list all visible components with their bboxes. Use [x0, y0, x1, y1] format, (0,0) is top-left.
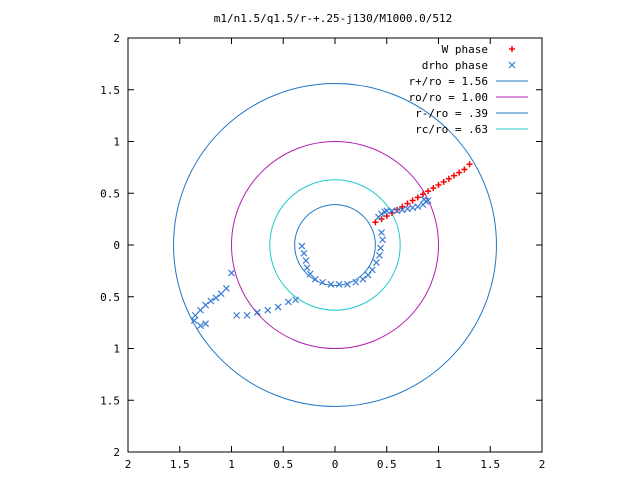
- x-tick-label: 1: [228, 458, 235, 471]
- cross-mark: [253, 308, 261, 316]
- circle-series: [173, 83, 497, 407]
- cross-mark: [303, 264, 311, 272]
- cross-mark: [359, 275, 367, 283]
- cross-mark: [285, 298, 292, 306]
- cross-mark: [414, 203, 422, 211]
- cross-mark: [420, 196, 428, 203]
- cross-mark: [217, 290, 225, 298]
- cross-mark: [190, 317, 198, 324]
- cross-mark: [197, 322, 204, 330]
- y-tick-label: 1.5: [100, 394, 120, 407]
- x-tick-label: 2: [125, 458, 132, 471]
- cross-mark: [233, 311, 241, 319]
- circle-0.63: [269, 179, 401, 311]
- series-W-phase: [372, 161, 473, 226]
- legend-label: ro/ro = 1.00: [409, 91, 488, 104]
- x-tick-label: 0: [332, 458, 339, 471]
- cross-mark: [393, 207, 401, 215]
- cross-mark: [378, 210, 385, 218]
- legend-label: r-/ro = .39: [415, 107, 488, 120]
- y-tick-label: 0.5: [100, 291, 120, 304]
- cross-mark: [424, 197, 432, 204]
- circle-1: [231, 141, 439, 349]
- cross-mark: [368, 266, 376, 274]
- cross-mark: [302, 257, 310, 264]
- y-tick-label: 2: [113, 32, 120, 45]
- cross-mark: [352, 278, 360, 286]
- y-tick-label: 0: [113, 239, 120, 252]
- cross-mark: [306, 270, 314, 278]
- cross-mark: [378, 229, 385, 237]
- cross-mark: [298, 242, 306, 250]
- cross-mark: [398, 206, 406, 214]
- cross-mark: [202, 301, 210, 309]
- legend-label: rc/ro = .63: [415, 123, 488, 136]
- chart-title: m1/n1.5/q1.5/r-+.25-j130/M1000.0/512: [214, 12, 452, 25]
- y-tick-label: 2: [113, 446, 120, 459]
- y-tick-label: 1.5: [100, 84, 120, 97]
- cross-mark: [388, 207, 396, 215]
- cross-mark: [383, 207, 391, 215]
- x-tick-label: 1.5: [170, 458, 190, 471]
- x-tick-label: 0.5: [377, 458, 397, 471]
- point-series: [190, 161, 473, 330]
- y-tick-label: 1: [113, 343, 120, 356]
- circle-0.39: [294, 204, 376, 286]
- cross-mark: [222, 285, 230, 292]
- cross-mark: [202, 320, 210, 328]
- cross-mark: [404, 205, 411, 213]
- cross-mark: [377, 244, 384, 252]
- cross-mark: [409, 204, 417, 212]
- cross-mark: [207, 297, 215, 305]
- axis-ticks: 2 1.5 1 0.5 0 0.5 1 1.5 221.510.500.511.52: [100, 32, 545, 471]
- legend: W phase drho phase r+/ro = 1.56 ro/ro = 1.0…: [409, 43, 528, 136]
- cross-mark: [311, 275, 319, 283]
- cross-mark: [191, 311, 199, 319]
- y-tick-label: 0.5: [100, 187, 120, 200]
- x-tick-label: 1.5: [480, 458, 500, 471]
- cross-mark: [372, 259, 380, 267]
- cross-mark: [264, 306, 272, 314]
- cross-mark: [228, 269, 235, 277]
- cross-mark: [274, 303, 282, 311]
- cross-mark: [376, 251, 383, 259]
- cross-mark: [335, 280, 343, 288]
- cross-mark: [379, 236, 387, 244]
- circle-1.56: [173, 83, 497, 407]
- series-drho-phase: [190, 196, 432, 330]
- cross-mark: [243, 311, 251, 319]
- cross-mark: [327, 280, 335, 288]
- cross-mark: [197, 306, 204, 314]
- x-tick-label: 2: [539, 458, 546, 471]
- cross-mark: [381, 208, 389, 216]
- legend-label: drho phase: [422, 59, 488, 72]
- x-tick-label: 1: [435, 458, 442, 471]
- cross-mark: [508, 61, 516, 69]
- x-tick-label: 0.5: [273, 458, 293, 471]
- cross-mark: [364, 271, 372, 279]
- y-tick-label: 1: [113, 136, 120, 149]
- cross-mark: [319, 278, 327, 286]
- cross-mark: [300, 249, 308, 257]
- legend-label: r+/ro = 1.56: [409, 75, 488, 88]
- cross-mark: [292, 296, 300, 304]
- cross-mark: [343, 280, 351, 288]
- legend-label: W phase: [442, 43, 488, 56]
- cross-mark: [212, 294, 220, 302]
